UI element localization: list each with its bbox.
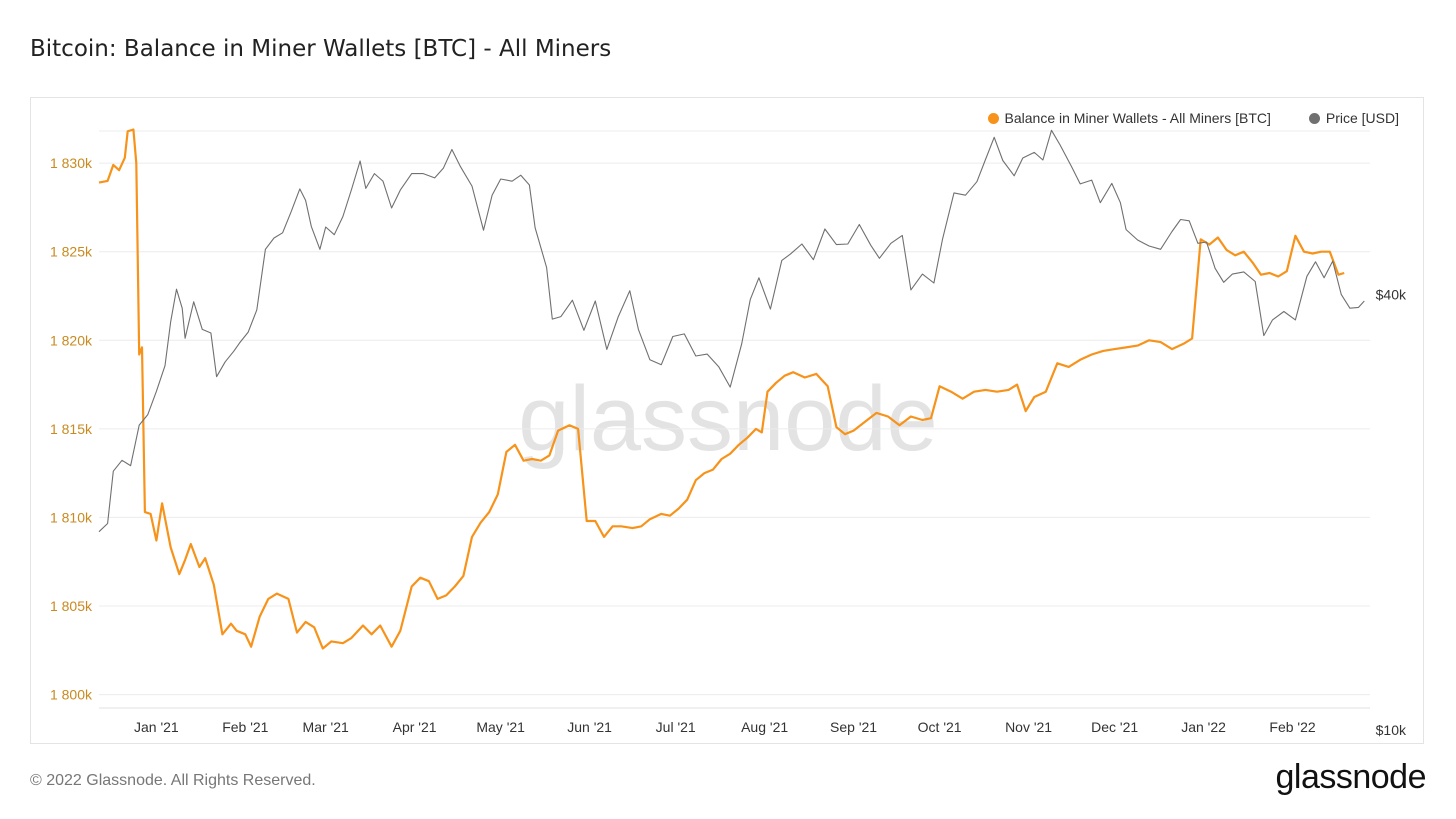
legend-item-balance[interactable]: Balance in Miner Wallets - All Miners [B… — [987, 110, 1271, 126]
y-left-tick-label: 1 810k — [50, 509, 93, 525]
series-line-balance — [98, 128, 1345, 650]
y-left-tick-label: 1 825k — [50, 244, 93, 260]
x-tick-label: Jun '21 — [567, 719, 612, 735]
x-tick-label: Mar '21 — [303, 719, 349, 735]
chart-title: Bitcoin: Balance in Miner Wallets [BTC] … — [30, 36, 612, 62]
chart-frame: Balance in Miner Wallets - All Miners [B… — [30, 97, 1424, 744]
x-tick-label: Aug '21 — [741, 719, 788, 735]
x-tick-label: Feb '21 — [222, 719, 268, 735]
x-tick-label: Jul '21 — [656, 719, 696, 735]
glassnode-logo[interactable]: glassnode — [1275, 758, 1426, 796]
y-left-tick-label: 1 820k — [50, 332, 93, 348]
footer-copyright: © 2022 Glassnode. All Rights Reserved. — [30, 772, 316, 789]
y-right-tick-label: $10k — [1376, 722, 1407, 738]
legend-swatch-price — [1308, 112, 1320, 124]
y-right-tick-label: $40k — [1376, 287, 1407, 303]
x-tick-label: Sep '21 — [830, 719, 877, 735]
x-tick-label: Jan '21 — [134, 719, 179, 735]
chart-legend: Balance in Miner Wallets - All Miners [B… — [987, 110, 1399, 126]
y-left-tick-label: 1 805k — [50, 598, 93, 614]
x-tick-label: Apr '21 — [393, 719, 437, 735]
x-tick-label: Oct '21 — [918, 719, 962, 735]
legend-item-price[interactable]: Price [USD] — [1308, 110, 1399, 126]
y-left-tick-label: 1 815k — [50, 421, 93, 437]
legend-label-balance: Balance in Miner Wallets - All Miners [B… — [1004, 110, 1271, 126]
x-tick-label: Nov '21 — [1005, 719, 1052, 735]
series-line-price — [98, 129, 1365, 533]
y-left-tick-label: 1 800k — [50, 687, 93, 703]
x-tick-label: May '21 — [476, 719, 525, 735]
y-left-tick-label: 1 830k — [50, 155, 93, 171]
legend-label-price: Price [USD] — [1325, 110, 1399, 126]
legend-swatch-balance — [987, 112, 999, 124]
x-tick-label: Jan '22 — [1181, 719, 1226, 735]
x-tick-label: Dec '21 — [1091, 719, 1138, 735]
x-tick-label: Feb '22 — [1269, 719, 1315, 735]
